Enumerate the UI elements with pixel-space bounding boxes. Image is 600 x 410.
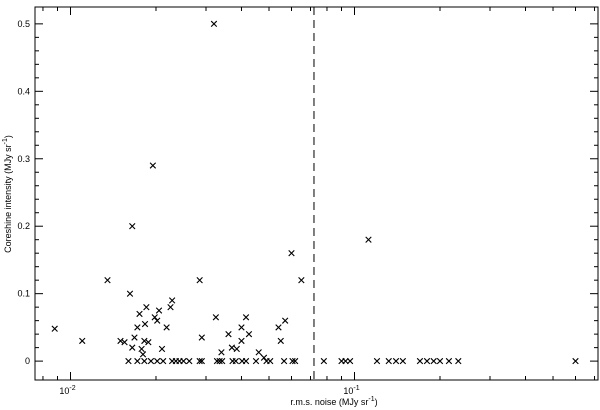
data-point bbox=[572, 357, 579, 365]
data-point bbox=[216, 357, 223, 365]
data-point bbox=[399, 357, 407, 365]
data-point bbox=[212, 314, 220, 321]
data-point bbox=[225, 330, 232, 338]
data-point bbox=[134, 357, 141, 365]
data-point bbox=[51, 325, 58, 332]
data-point bbox=[136, 310, 143, 318]
data-point bbox=[392, 357, 400, 365]
data-point bbox=[233, 345, 240, 353]
data-point bbox=[342, 357, 349, 365]
data-point bbox=[196, 276, 203, 284]
data-point bbox=[213, 357, 221, 365]
data-point bbox=[158, 345, 166, 353]
data-point bbox=[365, 236, 372, 243]
data-point bbox=[288, 250, 295, 257]
data-point bbox=[163, 324, 170, 331]
data-point bbox=[196, 357, 203, 365]
y-tick-labels: 0 0.1 0.2 0.3 0.4 0.5 bbox=[17, 19, 30, 366]
data-point bbox=[255, 349, 262, 356]
data-point bbox=[281, 317, 289, 324]
data-point bbox=[252, 357, 260, 365]
data-point bbox=[147, 357, 155, 365]
data-point bbox=[155, 307, 163, 314]
data-point bbox=[186, 357, 193, 365]
data-point bbox=[238, 324, 245, 331]
data-point bbox=[151, 314, 158, 321]
data-point bbox=[198, 334, 206, 341]
data-point bbox=[79, 337, 86, 345]
data-point bbox=[455, 357, 462, 365]
y-axis-label: Coreshine intensity (MJy sr-1) bbox=[2, 135, 13, 253]
y-tick-label: 0.1 bbox=[17, 289, 30, 299]
y-tick-label: 0.5 bbox=[17, 19, 30, 29]
data-point bbox=[242, 314, 250, 321]
data-point bbox=[138, 345, 145, 353]
data-point bbox=[180, 357, 187, 365]
data-point bbox=[346, 357, 354, 365]
data-points bbox=[51, 20, 579, 365]
data-point bbox=[385, 357, 392, 365]
data-point bbox=[104, 276, 111, 284]
data-point bbox=[245, 330, 253, 338]
x-axis-label: r.m.s. noise (MJy sr-1) bbox=[290, 396, 377, 407]
x-tick-labels: 10-2 10-1 bbox=[59, 385, 359, 396]
data-point bbox=[154, 317, 161, 324]
data-point bbox=[445, 357, 453, 365]
data-point bbox=[129, 344, 136, 351]
axis-ticks bbox=[35, 7, 598, 380]
data-point bbox=[121, 339, 128, 346]
data-point bbox=[436, 357, 444, 365]
data-point bbox=[125, 357, 132, 365]
data-point bbox=[218, 349, 225, 356]
data-point bbox=[277, 337, 284, 345]
y-tick-label: 0 bbox=[25, 356, 30, 366]
data-point bbox=[145, 339, 152, 346]
data-point bbox=[291, 357, 299, 365]
data-point bbox=[423, 357, 431, 365]
data-point bbox=[289, 357, 296, 365]
data-point bbox=[168, 297, 176, 304]
data-point bbox=[198, 357, 206, 365]
data-point bbox=[134, 324, 141, 331]
data-point bbox=[430, 357, 437, 365]
data-point bbox=[373, 357, 381, 365]
data-point bbox=[139, 351, 147, 358]
y-tick-label: 0.3 bbox=[17, 154, 30, 164]
plot-frame bbox=[34, 6, 599, 381]
data-point bbox=[210, 20, 218, 28]
data-point bbox=[141, 357, 148, 365]
x-tick-label: 10-2 bbox=[59, 385, 75, 396]
data-point bbox=[260, 354, 268, 361]
data-point bbox=[416, 357, 424, 365]
x-tick-label: 10-1 bbox=[343, 385, 359, 396]
data-point bbox=[141, 320, 149, 328]
data-point bbox=[167, 303, 174, 311]
y-tick-label: 0.4 bbox=[17, 86, 30, 96]
data-point bbox=[238, 337, 245, 345]
y-tick-label: 0.2 bbox=[17, 221, 30, 231]
data-point bbox=[320, 357, 328, 365]
data-point bbox=[228, 344, 236, 351]
data-point bbox=[117, 337, 124, 345]
data-point bbox=[159, 357, 167, 365]
data-point bbox=[129, 223, 136, 230]
data-point bbox=[149, 162, 157, 169]
data-point bbox=[126, 290, 134, 297]
data-point bbox=[280, 357, 288, 365]
data-point bbox=[242, 357, 250, 365]
data-point bbox=[141, 337, 148, 345]
data-point bbox=[267, 357, 274, 365]
data-point bbox=[275, 324, 282, 331]
data-point bbox=[298, 276, 305, 284]
data-point bbox=[232, 357, 239, 365]
data-point bbox=[154, 357, 161, 365]
data-point bbox=[143, 303, 150, 311]
data-point bbox=[218, 357, 226, 365]
data-point bbox=[131, 334, 138, 341]
